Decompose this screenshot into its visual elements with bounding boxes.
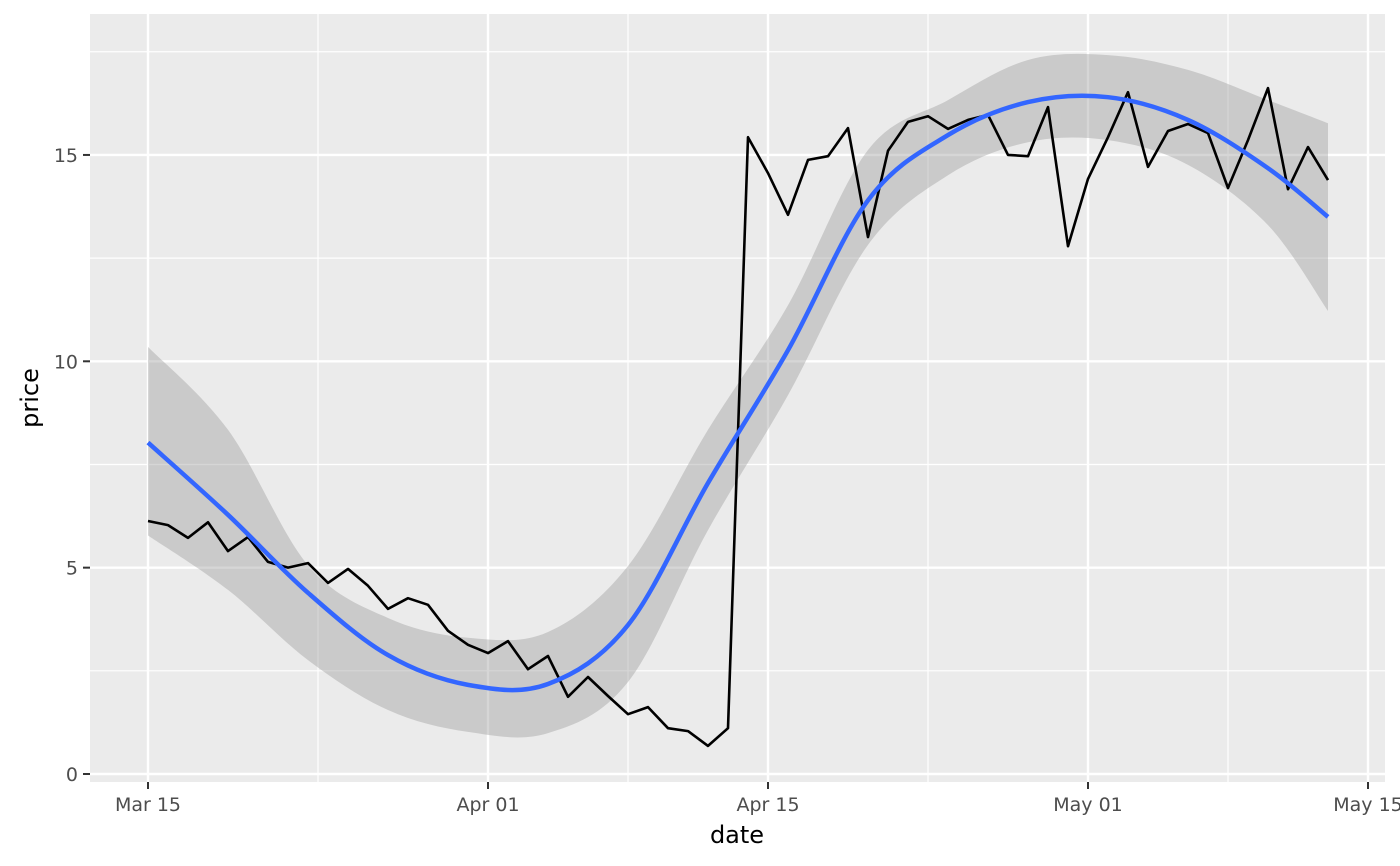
x-tick-label: Apr 15 xyxy=(736,794,799,816)
panel-background xyxy=(90,14,1385,782)
gridlines xyxy=(90,14,1385,782)
x-tick-label: May 01 xyxy=(1053,794,1123,816)
smooth-fit-line xyxy=(146,93,1330,693)
x-tick-label: May 15 xyxy=(1333,794,1400,816)
y-tick-label: 10 xyxy=(54,351,78,373)
axes: Mar 15 Apr 01 Apr 15 May 01 May 15 0 5 10 15 xyxy=(54,145,1400,816)
y-axis-title: price xyxy=(16,368,44,428)
y-tick-label: 0 xyxy=(66,764,78,786)
x-axis-title: date xyxy=(710,821,764,849)
x-tick-label: Apr 01 xyxy=(456,794,519,816)
y-tick-label: 15 xyxy=(54,145,78,167)
x-tick-label: Mar 15 xyxy=(115,794,181,816)
y-tick-label: 5 xyxy=(66,558,78,580)
